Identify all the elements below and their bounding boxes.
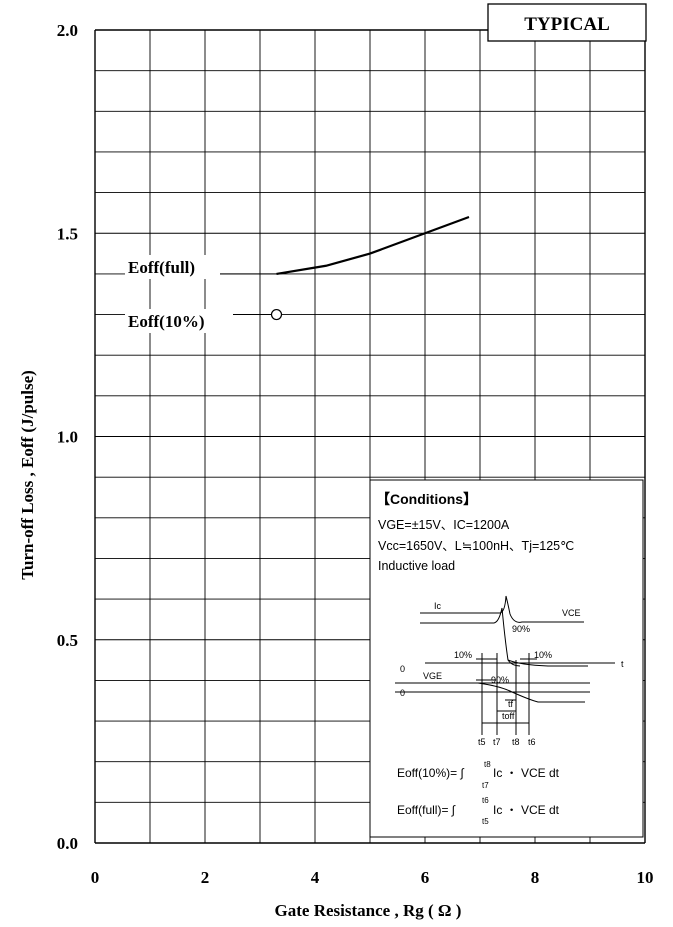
svg-text:10%: 10% bbox=[454, 650, 472, 660]
y-tick-label: 1.5 bbox=[57, 224, 78, 243]
svg-text:Ic: Ic bbox=[434, 601, 442, 611]
series-line-eoff-full bbox=[276, 215, 470, 275]
y-tick-label: 0.0 bbox=[57, 834, 78, 853]
waveform-diagram bbox=[395, 595, 615, 735]
legend-eoff-10pct: Eoff(10%) bbox=[125, 309, 233, 333]
svg-text:Eoff(full)= ∫: Eoff(full)= ∫ bbox=[397, 803, 456, 817]
svg-text:VCE: VCE bbox=[562, 608, 581, 618]
svg-text:t6: t6 bbox=[528, 737, 536, 747]
legend-eoff-full: Eoff(full) bbox=[125, 255, 220, 279]
conditions-title: 【Conditions】 bbox=[376, 491, 477, 507]
svg-text:t7: t7 bbox=[493, 737, 501, 747]
x-tick-label: 10 bbox=[637, 868, 654, 887]
conditions-line-3: Inductive load bbox=[378, 559, 455, 573]
conditions-box: 【Conditions】 VGE=±15V、IC=1200A Vcc=1650V… bbox=[369, 479, 644, 838]
typical-badge: TYPICAL bbox=[487, 3, 647, 42]
svg-text:t8: t8 bbox=[484, 760, 491, 769]
series-layer bbox=[220, 215, 470, 321]
x-tick-label: 8 bbox=[531, 868, 540, 887]
x-tick-label: 0 bbox=[91, 868, 100, 887]
svg-text:t8: t8 bbox=[512, 737, 520, 747]
data-point-eoff-10pct bbox=[270, 308, 283, 321]
svg-text:toff: toff bbox=[502, 711, 515, 721]
y-tick-label: 2.0 bbox=[57, 21, 78, 40]
svg-text:0: 0 bbox=[400, 688, 405, 698]
svg-text:t6: t6 bbox=[482, 796, 489, 805]
svg-text:Eoff(full): Eoff(full) bbox=[128, 258, 195, 277]
equation-eoff-full: Eoff(full)= ∫ t6 t5 Ic ・ VCE dt bbox=[397, 796, 560, 826]
svg-text:10%: 10% bbox=[534, 650, 552, 660]
svg-text:t5: t5 bbox=[482, 817, 489, 826]
y-tick-label: 0.5 bbox=[57, 631, 78, 650]
conditions-line-2: Vcc=1650V、L≒100nH、Tj=125℃ bbox=[378, 539, 574, 553]
svg-text:TYPICAL: TYPICAL bbox=[524, 14, 610, 35]
svg-text:Eoff(10%)= ∫: Eoff(10%)= ∫ bbox=[397, 766, 464, 780]
svg-text:90%: 90% bbox=[491, 675, 509, 685]
svg-text:tf: tf bbox=[508, 699, 514, 709]
svg-text:t: t bbox=[621, 659, 624, 669]
x-tick-label: 6 bbox=[421, 868, 430, 887]
x-tick-label: 2 bbox=[201, 868, 210, 887]
svg-text:90%: 90% bbox=[512, 624, 530, 634]
equation-eoff-10pct: Eoff(10%)= ∫ t8 t7 Ic ・ VCE dt bbox=[397, 760, 560, 790]
ticks: 0 2 4 6 8 10 0.0 0.5 1.0 1.5 2.0 bbox=[57, 21, 654, 887]
svg-text:Eoff(10%): Eoff(10%) bbox=[128, 312, 204, 331]
conditions-line-1: VGE=±15V、IC=1200A bbox=[378, 518, 510, 532]
x-tick-label: 4 bbox=[311, 868, 320, 887]
svg-text:VGE: VGE bbox=[423, 671, 442, 681]
svg-text:t5: t5 bbox=[478, 737, 486, 747]
y-tick-label: 1.0 bbox=[57, 428, 78, 447]
svg-text:0: 0 bbox=[400, 664, 405, 674]
y-axis-label: Turn-off Loss , Eoff (J/pulse) bbox=[18, 370, 37, 580]
x-axis-label: Gate Resistance , Rg ( Ω ) bbox=[275, 901, 462, 920]
svg-text:Ic ・ VCE dt: Ic ・ VCE dt bbox=[493, 766, 560, 780]
svg-text:Ic ・ VCE dt: Ic ・ VCE dt bbox=[493, 803, 560, 817]
svg-text:t7: t7 bbox=[482, 781, 489, 790]
